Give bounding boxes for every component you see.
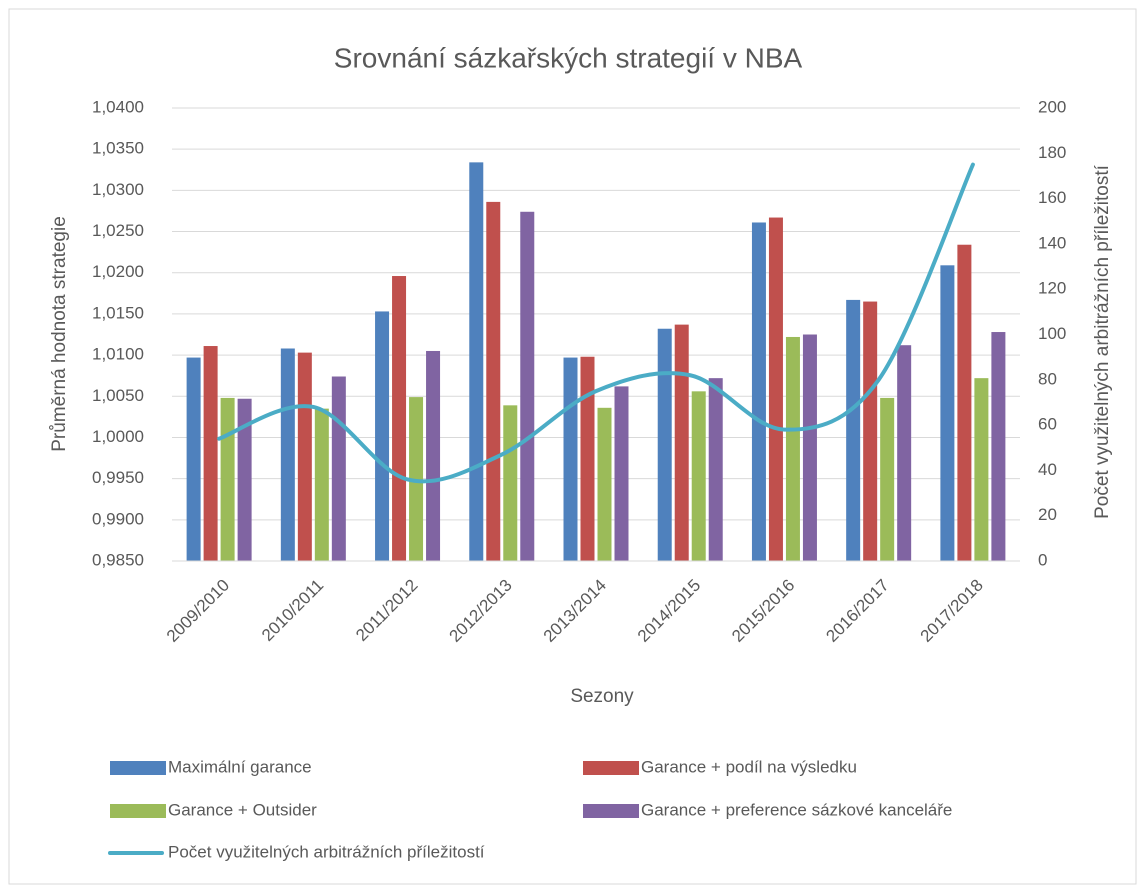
bar	[940, 265, 955, 561]
bar	[469, 162, 484, 562]
bar	[486, 201, 501, 562]
chart-title: Srovnání sázkařských strategií v NBA	[334, 42, 803, 73]
bar	[802, 334, 817, 561]
bar	[331, 376, 346, 561]
y2-tick-label: 160	[1038, 188, 1066, 207]
y-tick-label: 0,9950	[92, 468, 144, 487]
y-tick-label: 0,9900	[92, 509, 144, 528]
bar	[426, 350, 441, 561]
legend-label: Garance + preference sázkové kanceláře	[641, 800, 952, 819]
bar	[597, 407, 612, 561]
y2-tick-label: 200	[1038, 97, 1066, 116]
y2-tick-label: 180	[1038, 143, 1066, 162]
bar	[991, 332, 1006, 561]
bar	[520, 211, 535, 561]
bar	[314, 408, 329, 561]
bar	[785, 336, 800, 561]
legend-swatch	[583, 761, 639, 775]
bar	[280, 348, 295, 561]
legend-swatch	[110, 761, 166, 775]
y2-tick-label: 20	[1038, 505, 1057, 524]
line	[217, 162, 975, 484]
y2-tick-label: 140	[1038, 233, 1066, 252]
bar	[297, 352, 312, 561]
y-axis-title: Průměrná hodnota strategie	[49, 216, 70, 452]
y2-tick-label: 60	[1038, 415, 1057, 434]
y-tick-label: 1,0150	[92, 303, 144, 322]
legend-swatch	[110, 804, 166, 818]
bar	[375, 311, 390, 561]
bar	[897, 345, 912, 561]
y2-tick-label: 0	[1038, 550, 1047, 569]
y-tick-label: 1,0000	[92, 427, 144, 446]
bar	[957, 244, 972, 561]
y-tick-label: 1,0100	[92, 345, 144, 364]
legend-label: Garance + Outsider	[168, 800, 317, 819]
y-tick-label: 1,0350	[92, 139, 144, 158]
y-tick-label: 0,9850	[92, 550, 144, 569]
legend-swatch	[583, 804, 639, 818]
bar	[846, 299, 861, 561]
y-tick-label: 1,0050	[92, 386, 144, 405]
bar	[563, 357, 578, 561]
bar	[237, 398, 252, 561]
x-axis-title: Sezony	[570, 686, 634, 707]
bar	[674, 324, 689, 561]
bar	[203, 346, 218, 561]
y-tick-label: 1,0200	[92, 262, 144, 281]
bar	[186, 357, 201, 561]
y2-tick-label: 120	[1038, 279, 1066, 298]
bar	[657, 328, 672, 561]
y-tick-label: 1,0300	[92, 180, 144, 199]
bar	[220, 397, 235, 561]
legend-label: Počet využitelných arbitrážních příležit…	[168, 842, 485, 861]
bar	[880, 397, 895, 561]
bar	[503, 405, 518, 561]
y2-tick-label: 80	[1038, 369, 1057, 388]
bar	[708, 378, 723, 561]
bar	[751, 222, 766, 561]
bar	[974, 378, 989, 561]
y2-tick-label: 100	[1038, 324, 1066, 343]
y2-tick-label: 40	[1038, 460, 1057, 479]
y-tick-label: 1,0400	[92, 97, 144, 116]
bar	[580, 356, 595, 561]
legend-label: Maximální garance	[168, 757, 312, 776]
bar	[691, 391, 706, 561]
bar	[392, 276, 407, 561]
bar	[614, 386, 629, 561]
bar	[768, 217, 783, 561]
y-tick-label: 1,0250	[92, 221, 144, 240]
bar	[863, 301, 878, 561]
legend-label: Garance + podíl na výsledku	[641, 757, 857, 776]
y2-axis-title: Počet využitelných arbitrážních příležit…	[1092, 164, 1113, 518]
